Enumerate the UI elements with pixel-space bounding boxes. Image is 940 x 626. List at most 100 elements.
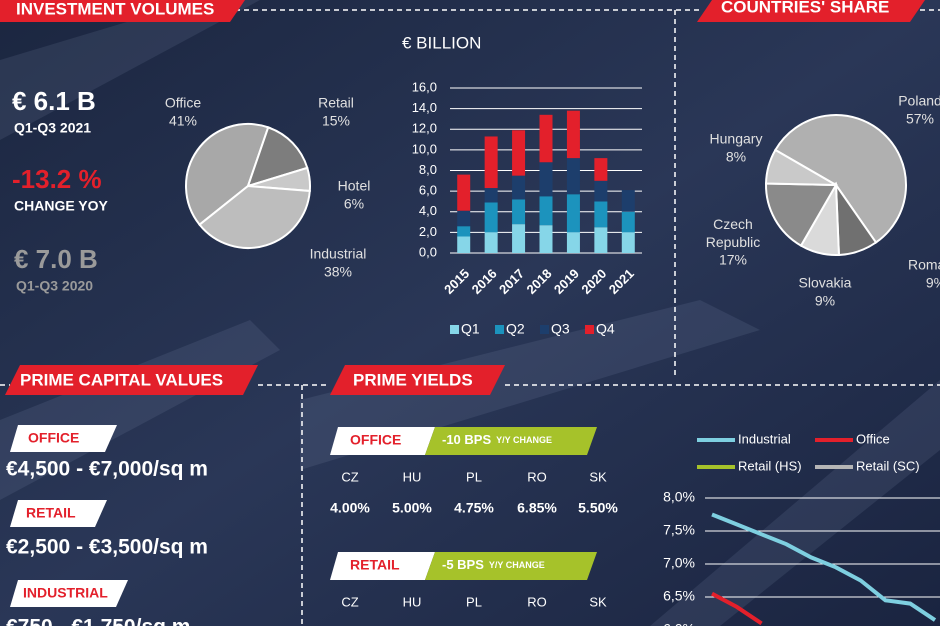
- slice-value: 17%: [719, 252, 747, 268]
- bar-segment: [512, 224, 526, 253]
- country: SK: [589, 594, 607, 609]
- bar-segment: [594, 227, 608, 253]
- section-title: PRIME YIELDS: [353, 370, 473, 389]
- bar-segment: [594, 201, 608, 228]
- bar-segment: [539, 225, 553, 253]
- bar-segment: [484, 202, 498, 233]
- series-line: [711, 512, 937, 622]
- kpi-label: Q1-Q3 2021: [14, 120, 91, 136]
- item-label: INDUSTRIAL: [23, 585, 108, 601]
- kpi-value: -13.2 %: [12, 164, 102, 194]
- change-box: [425, 552, 597, 580]
- slice-label: Industrial: [310, 246, 367, 262]
- item-value: €750 - €1,750/sq m: [6, 616, 190, 626]
- pie-slice: [765, 182, 838, 247]
- section-tab: [0, 0, 245, 22]
- slice-label: Office: [165, 95, 202, 111]
- y-tick-label: 6,5%: [663, 588, 695, 604]
- label-box: [330, 552, 435, 580]
- bar-segment: [539, 162, 553, 197]
- yield-value: 5.50%: [578, 500, 618, 516]
- legend-label: Retail (HS): [738, 458, 802, 473]
- bar-segment: [539, 196, 553, 226]
- legend-label: Q2: [506, 321, 525, 337]
- bar-segment: [621, 232, 635, 253]
- legend-label: Office: [856, 431, 890, 446]
- country: RO: [527, 469, 547, 484]
- change-box: [425, 427, 597, 455]
- label-line: Czech: [713, 216, 753, 232]
- label-line: Republic: [706, 234, 760, 250]
- legend-swatch: [450, 325, 459, 334]
- yield-value: 4.00%: [330, 500, 370, 516]
- y-tick-label: 8,0: [419, 162, 437, 177]
- y-tick-label: 14,0: [412, 100, 437, 115]
- bar-segment: [512, 175, 526, 200]
- bar-segment: [484, 232, 498, 253]
- bar-segment: [457, 236, 471, 253]
- change: -5 BPS Y/Y CHANGE: [442, 557, 545, 572]
- pie-slice: [774, 114, 907, 244]
- y-tick-label: 4,0: [419, 203, 437, 218]
- y-tick-label: 12,0: [412, 121, 437, 136]
- label-box: [10, 425, 117, 452]
- y-tick-label: 2,0: [419, 224, 437, 239]
- bar-segment: [512, 199, 526, 225]
- bar-segment: [566, 158, 580, 195]
- legend-label: Q4: [596, 321, 615, 337]
- y-tick-label: 6,0: [419, 183, 437, 198]
- country: CZ: [341, 469, 358, 484]
- slice-value: 9%: [815, 293, 835, 309]
- kpi-value: € 6.1 B: [12, 86, 96, 116]
- item-label: RETAIL: [350, 557, 400, 573]
- kpi-value: € 7.0 B: [14, 244, 98, 274]
- legend-label: Q3: [551, 321, 570, 337]
- bar-segment: [484, 188, 498, 203]
- country: SK: [589, 469, 607, 484]
- y-tick-label: 6,0%: [663, 621, 695, 626]
- bar-segment: [457, 174, 471, 211]
- change-note: Y/Y CHANGE: [489, 560, 545, 570]
- section-tab: [697, 0, 925, 22]
- bar-segment: [457, 226, 471, 237]
- bar-segment: [594, 180, 608, 202]
- country: CZ: [341, 594, 358, 609]
- y-tick-label: 8,0%: [663, 489, 695, 505]
- pie-slice: [246, 126, 309, 188]
- yield-value: 6.85%: [517, 500, 557, 516]
- legend-label: Q1: [461, 321, 480, 337]
- legend-label: Retail (SC): [856, 458, 920, 473]
- y-tick-label: 16,0: [412, 79, 437, 94]
- slice-label: Hotel: [338, 178, 371, 194]
- section-tab: [330, 365, 505, 395]
- series-line: [711, 591, 763, 626]
- slice-value: 38%: [324, 264, 352, 280]
- slice-label: Poland: [898, 93, 940, 109]
- slice-label: Hungary: [710, 131, 763, 147]
- bar-segment: [621, 211, 635, 233]
- yield-value: 5.00%: [392, 500, 432, 516]
- slice-label: Retail: [318, 95, 354, 111]
- bar-segment: [566, 232, 580, 253]
- label-box: [10, 500, 107, 527]
- change-value: -5 BPS: [442, 557, 484, 572]
- y-tick-label: 7,5%: [663, 522, 695, 538]
- slice-value: 57%: [906, 111, 934, 127]
- pie-slice: [198, 184, 311, 249]
- bar-segment: [539, 114, 553, 163]
- country: HU: [403, 469, 422, 484]
- country: HU: [403, 594, 422, 609]
- bar-segment: [566, 110, 580, 159]
- pie-slice: [764, 148, 837, 186]
- item-label: OFFICE: [350, 432, 401, 448]
- section-title: INVESTMENT VOLUMES: [16, 0, 214, 18]
- slice-value: 15%: [322, 113, 350, 129]
- country: PL: [466, 594, 482, 609]
- bar-segment: [457, 210, 471, 227]
- country: PL: [466, 469, 482, 484]
- slice-label: Romania: [908, 257, 940, 273]
- slice-value: 6%: [344, 196, 364, 212]
